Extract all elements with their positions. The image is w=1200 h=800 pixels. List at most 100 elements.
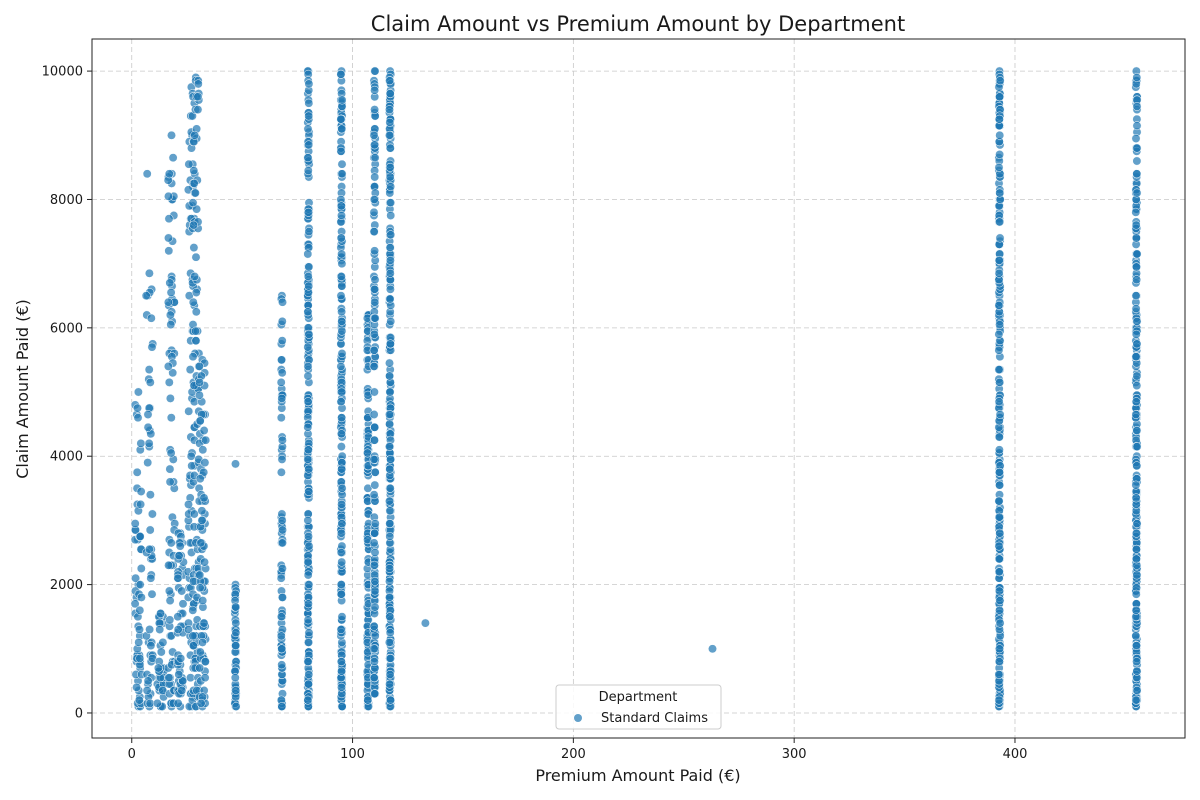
data-point	[303, 124, 313, 134]
data-point	[370, 153, 380, 163]
data-point	[196, 698, 206, 708]
data-point	[708, 644, 717, 654]
data-point	[1131, 605, 1141, 615]
data-point	[385, 410, 394, 419]
data-point	[133, 387, 143, 397]
data-point	[278, 538, 287, 548]
data-point	[304, 227, 314, 237]
data-point	[385, 592, 394, 602]
data-point	[130, 519, 140, 529]
data-point	[166, 413, 176, 423]
data-point	[175, 541, 185, 551]
data-point	[158, 637, 168, 647]
data-point	[337, 281, 347, 291]
data-point	[146, 313, 156, 323]
data-point	[369, 207, 379, 217]
data-point	[166, 320, 176, 330]
data-point	[385, 612, 395, 622]
data-point	[231, 602, 241, 612]
data-point	[142, 686, 152, 695]
data-point	[370, 172, 380, 182]
data-point	[277, 660, 287, 670]
legend-title: Department	[599, 690, 678, 705]
data-point	[147, 509, 157, 519]
data-point	[165, 393, 175, 403]
data-point	[385, 679, 395, 689]
data-point	[195, 663, 205, 673]
data-point	[173, 698, 183, 708]
data-point	[184, 406, 194, 416]
data-point	[994, 162, 1004, 172]
data-point	[163, 361, 173, 371]
data-point	[337, 612, 347, 622]
data-point	[337, 159, 347, 169]
data-point	[304, 670, 314, 679]
data-point	[1131, 304, 1141, 314]
data-point	[145, 377, 155, 387]
data-point	[370, 246, 380, 256]
data-point	[136, 592, 146, 602]
data-point	[1132, 442, 1142, 452]
data-point	[168, 153, 178, 163]
data-point	[337, 666, 347, 676]
data-point	[189, 509, 199, 519]
data-point	[147, 589, 157, 599]
data-point	[1132, 262, 1141, 272]
data-point	[369, 329, 379, 339]
data-point	[303, 166, 313, 176]
data-point	[304, 464, 314, 474]
data-point	[336, 69, 346, 79]
data-point	[1132, 249, 1142, 259]
data-point	[190, 272, 200, 281]
y-tick-label: 0	[75, 706, 83, 721]
data-point	[303, 371, 313, 381]
data-point	[156, 609, 166, 618]
data-point	[130, 599, 140, 609]
data-point	[994, 255, 1004, 265]
data-point	[195, 570, 205, 580]
data-point	[370, 689, 380, 699]
data-point	[336, 397, 346, 407]
data-point	[370, 85, 380, 95]
data-point	[304, 679, 313, 689]
data-point	[994, 670, 1004, 679]
y-tick-label: 10000	[42, 65, 83, 80]
data-point	[995, 76, 1005, 86]
data-point	[995, 605, 1005, 615]
data-point	[277, 515, 287, 525]
data-point	[134, 695, 144, 705]
plot-frame	[91, 38, 1186, 739]
data-point	[336, 146, 346, 156]
data-point	[337, 249, 347, 259]
data-point	[155, 625, 165, 634]
data-point	[141, 291, 151, 301]
data-point	[337, 307, 347, 317]
data-point	[196, 538, 206, 548]
data-point	[386, 198, 396, 208]
data-point	[385, 172, 395, 182]
data-point	[303, 342, 313, 352]
data-point	[231, 628, 241, 638]
legend-box	[555, 684, 722, 730]
data-point	[143, 410, 153, 419]
data-point	[1131, 207, 1141, 217]
data-point	[1131, 220, 1141, 230]
legend: Department Standard Claims	[555, 684, 722, 730]
data-point	[337, 429, 346, 439]
data-point	[370, 586, 380, 596]
data-point	[385, 532, 395, 541]
data-point	[146, 573, 156, 583]
data-point	[135, 625, 144, 634]
data-point	[1132, 169, 1142, 179]
data-point	[995, 618, 1005, 628]
data-point	[1132, 570, 1142, 580]
y-axis-label: Claim Amount Paid (€)	[13, 299, 32, 479]
data-point	[276, 612, 286, 622]
data-point	[304, 207, 313, 217]
data-point	[304, 580, 314, 590]
data-point	[369, 361, 379, 371]
data-point	[165, 278, 175, 288]
data-point	[303, 361, 313, 371]
data-point	[303, 249, 313, 259]
